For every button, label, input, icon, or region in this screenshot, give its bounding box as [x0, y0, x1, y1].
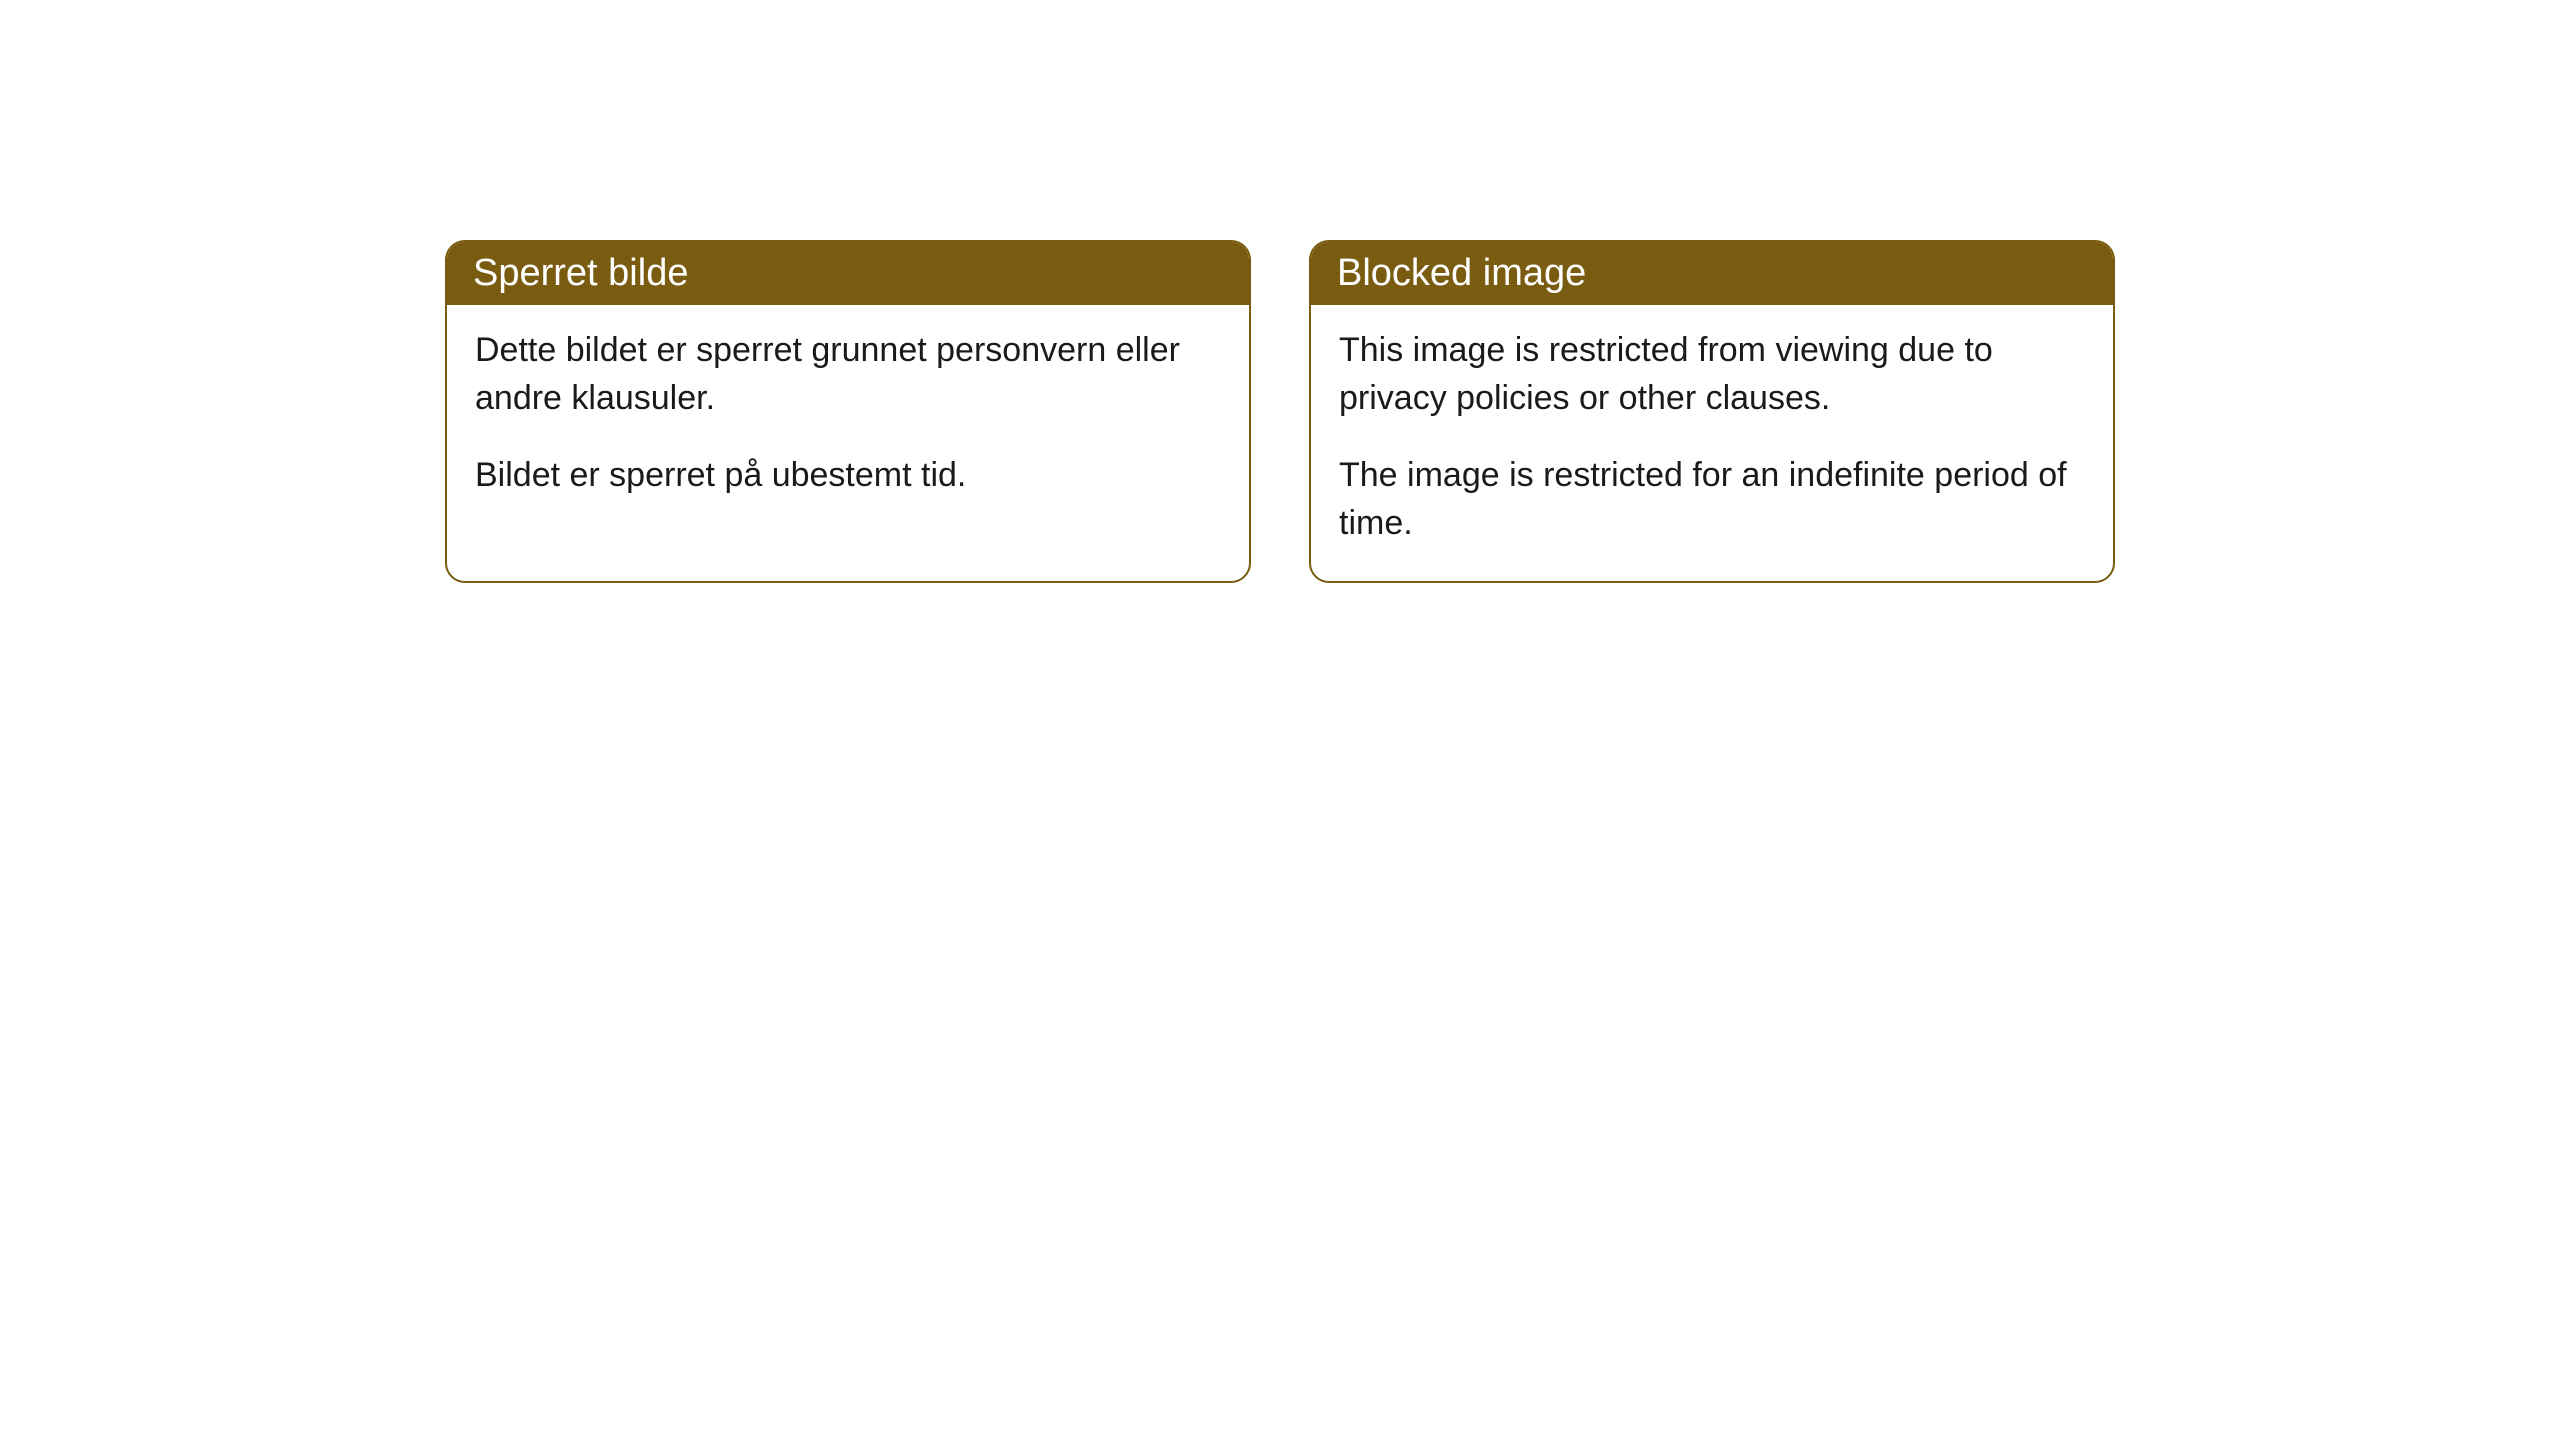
card-body-norwegian: Dette bildet er sperret grunnet personve…	[447, 305, 1249, 534]
card-english: Blocked image This image is restricted f…	[1309, 240, 2115, 583]
card-paragraph-english-1: This image is restricted from viewing du…	[1339, 327, 2085, 422]
card-header-norwegian: Sperret bilde	[447, 242, 1249, 305]
card-paragraph-norwegian-2: Bildet er sperret på ubestemt tid.	[475, 452, 1221, 500]
card-title-english: Blocked image	[1337, 252, 1586, 294]
card-paragraph-norwegian-1: Dette bildet er sperret grunnet personve…	[475, 327, 1221, 422]
card-body-english: This image is restricted from viewing du…	[1311, 305, 2113, 581]
cards-container: Sperret bilde Dette bildet er sperret gr…	[0, 240, 2560, 583]
card-norwegian: Sperret bilde Dette bildet er sperret gr…	[445, 240, 1251, 583]
card-header-english: Blocked image	[1311, 242, 2113, 305]
card-paragraph-english-2: The image is restricted for an indefinit…	[1339, 452, 2085, 547]
card-title-norwegian: Sperret bilde	[473, 252, 688, 294]
